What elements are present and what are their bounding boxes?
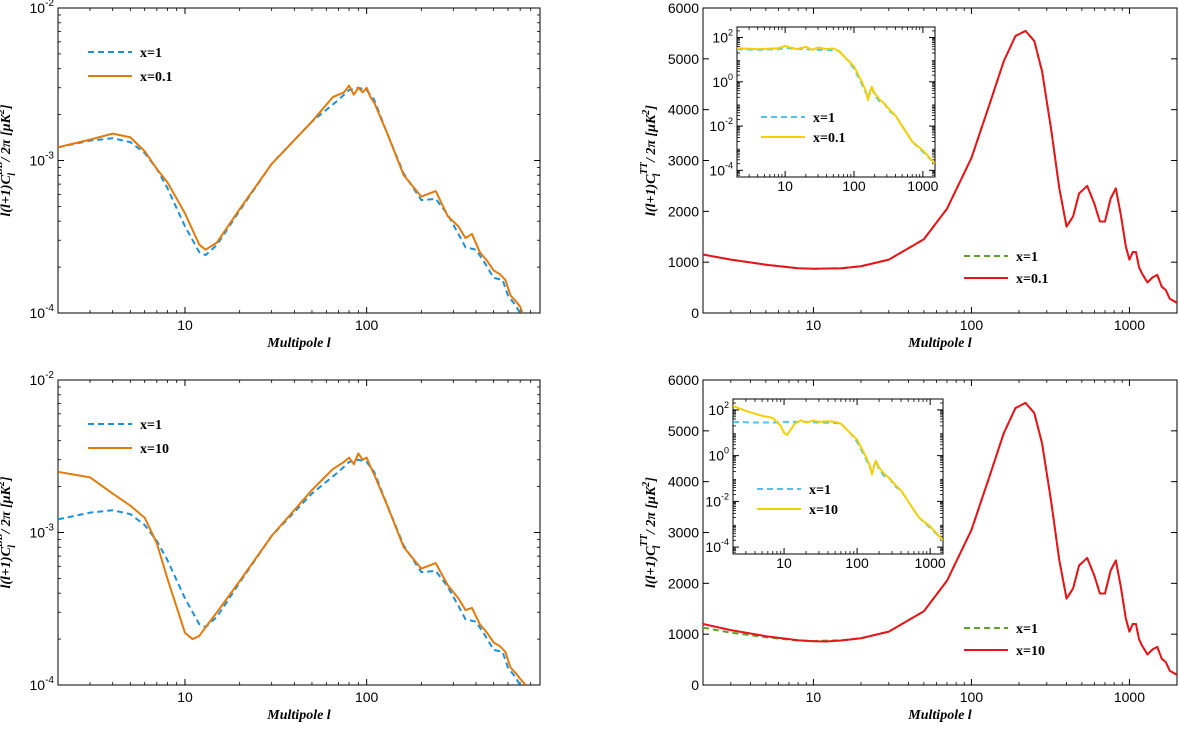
panel-tt-bottom-legend-label-1: x=1 xyxy=(1016,622,1038,637)
panel-tt-top-inset-x-tick-label: 1000 xyxy=(907,178,938,194)
panel-tt-bottom-inset-legend-label-1: x=1 xyxy=(809,483,831,498)
panel-tt-top-x-tick-label: 100 xyxy=(960,317,984,333)
panel-tt-bottom-inset-series-line-2 xyxy=(733,404,943,541)
panel-bb-bottom-legend-label-2: x=10 xyxy=(140,442,169,457)
panel-tt-bottom-x-tick-label: 100 xyxy=(960,689,984,705)
panel-bb-top-legend-label-2: x=0.1 xyxy=(140,70,172,85)
panel-bb-top-y-tick-label: 10-2 xyxy=(30,0,55,16)
panel-bb-top-y-tick-label: 10-3 xyxy=(30,151,55,169)
panel-bb-top-series-line-1 xyxy=(58,86,523,313)
panel-tt-bottom-inset-y-tick-label: 102 xyxy=(708,400,729,418)
panel-bb-bottom-y-tick-label: 10-4 xyxy=(30,675,55,693)
panel-tt-top-inset-y-tick-label: 100 xyxy=(712,72,733,90)
panel-tt-bottom-inset-y-tick-label: 10-4 xyxy=(705,537,729,555)
panel-tt-top-inset-y-tick-label: 10-2 xyxy=(709,116,733,134)
panel-tt-bottom-x-tick-label: 1000 xyxy=(1114,689,1145,705)
panel-tt-top-y-tick-label: 6000 xyxy=(668,0,699,16)
panel-tt-bottom-y-tick-label: 1000 xyxy=(668,626,699,642)
panel-bb-bottom-x-tick-label: 10 xyxy=(177,689,193,705)
panel-bb-top: 10 100 10-4 10-3 10-2 Multipole l l(l+1)CBB l /… xyxy=(0,0,541,351)
panel-tt-bottom-inset-x-tick-label: 100 xyxy=(845,555,869,571)
panel-bb-top-x-axis-title: Multipole l xyxy=(266,336,331,351)
panel-tt-top-inset-y-tick-label: 102 xyxy=(712,28,733,46)
panel-bb-bottom-series-line-1 xyxy=(58,458,523,685)
panel-bb-bottom-y-tick-label: 10-2 xyxy=(30,370,55,388)
panel-bb-bottom-frame xyxy=(57,379,541,686)
panel-tt-top-inset-legend-label-2: x=0.1 xyxy=(813,131,845,146)
panel-bb-bottom-y-tick-label: 10-3 xyxy=(30,523,55,541)
panel-bb-bottom-x-axis-title: Multipole l xyxy=(266,708,331,723)
panel-tt-bottom-y-axis-title: l(l+1)CTTl / 2π [μK2] xyxy=(639,477,663,588)
panel-tt-top-legend-label-1: x=1 xyxy=(1016,250,1038,265)
panel-bb-bottom-x-tick-label: 100 xyxy=(355,689,379,705)
panel-tt-top-x-tick-label: 1000 xyxy=(1114,317,1145,333)
panel-bb-top-frame xyxy=(57,7,541,314)
panel-bb-bottom-series-line-2 xyxy=(58,452,527,685)
panel-bb-top-series-line-2 xyxy=(58,84,524,313)
panel-tt-bottom-y-tick-label: 5000 xyxy=(668,423,699,439)
panel-tt-bottom-inset-x-tick-label: 1000 xyxy=(915,555,946,571)
panel-bb-bottom: 10 100 10-4 10-3 10-2 Multipole l l(l+1)CBB l /… xyxy=(0,370,541,723)
panel-bb-top-x-tick-label: 100 xyxy=(355,317,379,333)
panel-tt-bottom-y-tick-label: 4000 xyxy=(668,474,699,490)
panel-tt-bottom-inset-legend-label-2: x=10 xyxy=(809,503,838,518)
panel-tt-bottom-x-axis-title: Multipole l xyxy=(907,708,972,723)
panel-bb-bottom-legend-label-1: x=1 xyxy=(140,418,162,433)
panel-tt-top-y-tick-label: 0 xyxy=(691,305,699,321)
panel-tt-top-x-axis-title: Multipole l xyxy=(907,336,972,351)
panel-tt-bottom-x-tick-label: 10 xyxy=(806,689,822,705)
panel-tt-bottom-series-line-2 xyxy=(703,401,1177,676)
panel-bb-top-legend-label-1: x=1 xyxy=(140,46,162,61)
panel-tt-top-inset-x-tick-label: 100 xyxy=(842,178,866,194)
panel-tt-bottom-y-tick-label: 0 xyxy=(691,677,699,693)
panel-tt-bottom-inset-y-tick-label: 10-2 xyxy=(705,491,729,509)
panel-tt-bottom-inset-x-tick-label: 10 xyxy=(776,555,792,571)
panel-tt-bottom-inset-y-tick-label: 100 xyxy=(708,446,729,464)
panel-tt-bottom: 10 100 1000 0 1000 2000 3000 4000 5000 6000 Multip… xyxy=(639,372,1178,723)
panel-tt-bottom-y-tick-label: 3000 xyxy=(668,525,699,541)
panel-tt-bottom-y-tick-label: 2000 xyxy=(668,575,699,591)
panel-tt-bottom-inset-frame xyxy=(732,398,944,555)
panel-tt-top-y-tick-label: 4000 xyxy=(668,102,699,118)
panel-tt-bottom-y-tick-label: 6000 xyxy=(668,372,699,388)
panel-tt-top-x-tick-label: 10 xyxy=(806,317,822,333)
panel-tt-top-y-tick-label: 5000 xyxy=(668,51,699,67)
panel-tt-top-y-tick-label: 1000 xyxy=(668,254,699,270)
panel-tt-top-inset-x-tick-label: 10 xyxy=(777,178,793,194)
panel-tt-top: 10 100 1000 0 1000 2000 3000 4000 5000 6000 Multip… xyxy=(639,0,1178,351)
panel-tt-top-inset-legend-label-1: x=1 xyxy=(813,111,835,126)
panel-tt-bottom-legend-label-2: x=10 xyxy=(1016,644,1045,659)
panel-tt-top-inset-y-tick-label: 10-4 xyxy=(709,160,733,178)
panel-tt-top-inset: 10 100 1000 10-4 10-2 100 102 x=1 x=0.1 xyxy=(709,26,939,194)
panel-tt-top-inset-series-line-2 xyxy=(737,44,935,165)
panel-bb-top-y-tick-label: 10-4 xyxy=(30,303,55,321)
panel-tt-top-inset-frame xyxy=(736,26,936,178)
panel-tt-top-y-tick-label: 2000 xyxy=(668,203,699,219)
panel-bb-top-x-tick-label: 10 xyxy=(177,317,193,333)
panel-tt-top-legend-label-2: x=0.1 xyxy=(1016,272,1048,287)
panel-tt-top-y-axis-title: l(l+1)CTTl / 2π [μK2] xyxy=(639,105,663,216)
panel-tt-top-y-tick-label: 3000 xyxy=(668,153,699,169)
panel-tt-top-series-line-2 xyxy=(703,29,1177,304)
panel-tt-bottom-inset: 10 100 1000 10-4 10-2 100 102 x=1 x=10 xyxy=(705,398,946,571)
